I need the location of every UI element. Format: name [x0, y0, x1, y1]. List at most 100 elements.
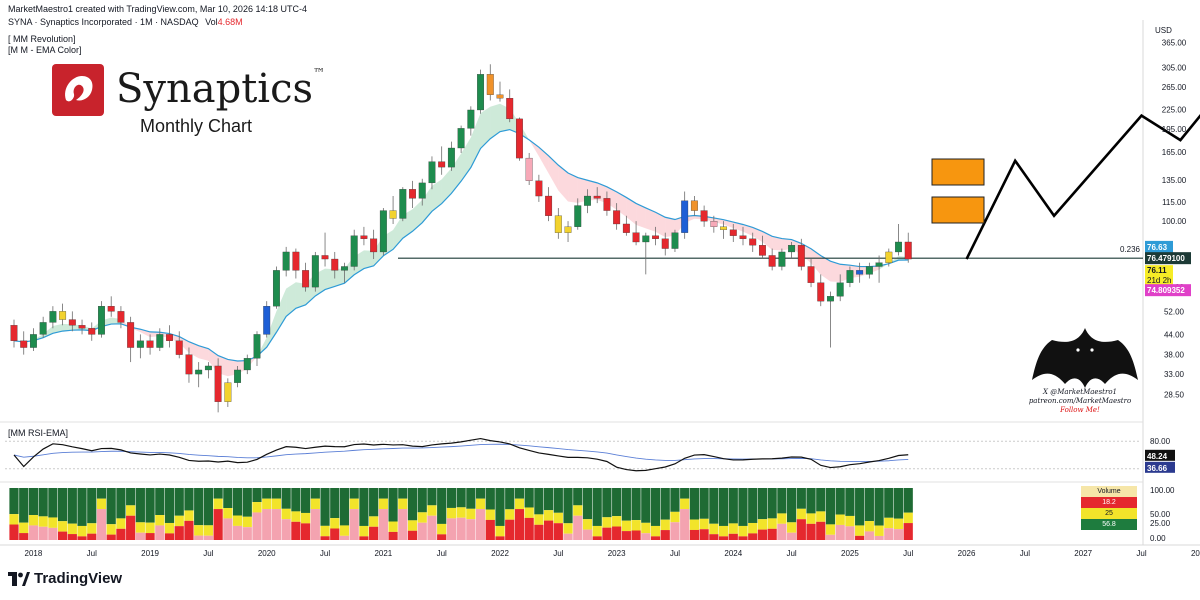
candle-body: [817, 282, 825, 302]
candle-body: [146, 340, 154, 348]
volume-bar-yellow: [602, 517, 612, 528]
volume-tick-label: 0.00: [1150, 534, 1166, 543]
volume-bar-red: [19, 533, 29, 540]
candle-body: [797, 245, 805, 267]
watermark-line1: X @MarketMaestro1: [1043, 388, 1117, 396]
volume-bar-yellow: [466, 508, 476, 520]
volume-bar-green: [242, 488, 252, 517]
volume-bar-red: [437, 534, 447, 540]
candle-body: [409, 189, 416, 199]
ema-cloud-segment: [655, 212, 666, 238]
volume-bar-green: [67, 488, 77, 524]
volume-bar-yellow: [77, 525, 87, 537]
candle-body: [496, 94, 504, 99]
candle-body: [127, 322, 135, 348]
volume-bar-green: [787, 488, 797, 523]
volume-bar-red: [155, 525, 165, 540]
volume-bar-red: [330, 528, 340, 540]
volume-bar-yellow: [845, 515, 855, 527]
volume-bar-red: [301, 523, 311, 540]
rsi-panel-title[interactable]: [MM RSI-EMA]: [8, 428, 68, 438]
volume-bar-yellow: [271, 498, 282, 510]
volume-bar-yellow: [699, 518, 709, 530]
ema-cloud-segment: [830, 261, 841, 282]
volume-bar-yellow: [301, 512, 311, 524]
volume-bar-green: [553, 488, 563, 513]
time-axis-label: 2025: [841, 549, 859, 558]
volume-bar-green: [446, 488, 456, 508]
volume-bar-yellow: [203, 525, 213, 536]
candle-body: [904, 241, 912, 260]
volume-bar-yellow: [320, 525, 330, 537]
volume-bar-green: [748, 488, 758, 523]
indicator-ema-color[interactable]: [M M - EMA Color]: [8, 45, 82, 55]
ema-slow-price-tag-bg: [1145, 284, 1191, 297]
tradingview-logo-icon: [8, 571, 30, 586]
candle-body: [622, 223, 630, 233]
volume-bar-green: [388, 488, 398, 522]
time-axis-label: Jul: [903, 549, 913, 558]
volume-bar-yellow: [38, 516, 48, 527]
time-axis-label: 2028: [1191, 549, 1200, 558]
candle-body: [379, 210, 387, 253]
tradingview-brand[interactable]: TradingView: [8, 570, 122, 587]
volume-bar-red: [592, 536, 602, 540]
volume-bar-green: [563, 488, 573, 524]
countdown-tag: 21d 2h: [1147, 276, 1171, 285]
volume-bar-yellow: [689, 519, 699, 530]
time-axis-label: 2023: [608, 549, 626, 558]
volume-bar-red: [650, 536, 661, 540]
rsi-value-tag: 48.24: [1147, 452, 1168, 461]
volume-bar-green: [437, 488, 447, 524]
ema-cloud-segment: [286, 282, 296, 317]
volume-bar-green: [232, 488, 243, 516]
candle-body: [535, 180, 543, 197]
volume-bar-green: [281, 488, 291, 509]
volume-bar-yellow: [281, 508, 291, 520]
volume-bar-red: [796, 519, 806, 540]
candle-body: [253, 334, 261, 359]
volume-bar-yellow: [213, 498, 223, 510]
volume-bar-green: [573, 488, 583, 506]
volume-bar-yellow: [641, 522, 651, 534]
last-price-tag: 76.11: [1147, 266, 1167, 275]
volume-bar-red: [242, 527, 252, 540]
volume-bar-green: [184, 488, 194, 511]
volume-bar-green: [301, 488, 311, 513]
volume-bar-red: [38, 526, 48, 540]
volume-bar-red: [612, 526, 622, 540]
volume-bar-green: [524, 488, 534, 508]
volume-bar-red: [514, 509, 525, 540]
volume-bar-green: [203, 488, 213, 526]
volume-bar-green: [466, 488, 476, 509]
created-by-text: MarketMaestro1 created with TradingView.…: [8, 4, 307, 14]
candle-body: [827, 296, 834, 302]
volume-bar-green: [689, 488, 699, 520]
price-tick-label: 100.00: [1162, 217, 1187, 226]
volume-bar-yellow: [242, 516, 252, 528]
volume-bar-green: [825, 488, 836, 525]
volume-bar-red: [388, 531, 398, 540]
candle-body: [768, 255, 776, 267]
volume-legend: Volume 18.2 25 56.8: [1081, 486, 1137, 530]
volume-bar-yellow: [806, 513, 816, 524]
volume-bar-green: [641, 488, 651, 523]
candle-body: [175, 340, 183, 355]
volume-bar-green: [28, 488, 39, 516]
volume-legend-title: Volume: [1081, 486, 1137, 497]
ema-cloud-segment: [470, 113, 481, 168]
candle-body: [671, 232, 679, 249]
volume-bar-red: [213, 509, 223, 540]
volume-bar-red: [349, 509, 359, 540]
volume-bar-green: [612, 488, 622, 517]
rsi-ema-value-tag-bg: [1145, 461, 1175, 473]
candle-body: [515, 118, 523, 159]
candle-body: [642, 235, 650, 243]
volume-bar-red: [310, 509, 320, 540]
candle-body: [10, 325, 18, 341]
candle-body: [613, 210, 621, 225]
indicator-mm-revolution[interactable]: [ MM Revolution]: [8, 34, 76, 44]
volume-bar-yellow: [592, 525, 602, 537]
volume-bar-red: [232, 525, 243, 540]
